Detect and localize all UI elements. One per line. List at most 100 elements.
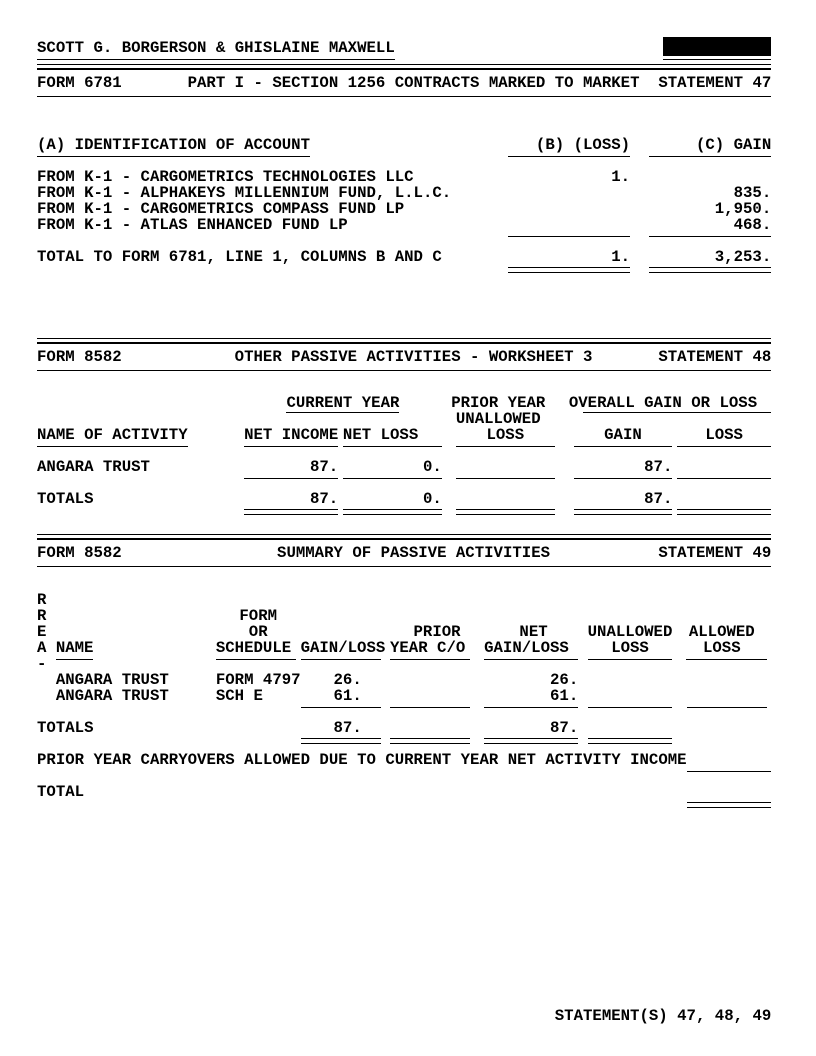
net-gainloss-total-cell: 87. [550,719,579,737]
vertical-label-r2: R [37,607,47,625]
rule-wrap [484,704,583,720]
group-overall-underline [555,411,772,427]
total-gain-cell: 3,253. [714,248,772,266]
st47-total-row: TOTAL TO FORM 6781, LINE 1, COLUMNS B AN… [37,249,771,265]
group-current-year: CURRENT YEAR [286,394,400,412]
gain-cell: 468. [733,216,772,234]
double-rule [455,509,555,515]
rule [582,412,772,413]
section-separator [37,534,772,540]
section-separator [37,338,772,344]
section-rule [37,566,772,567]
st49-totals-row: TOTALS 87. 87. [37,720,771,736]
allowed-cell [677,688,766,704]
rule [244,443,339,447]
rule [37,443,188,447]
col-header-loss: LOSS [705,426,743,444]
rule-wrap [215,656,301,672]
gainloss-total-cell: 87. [333,719,362,737]
schedule-cell: FORM 4797 [215,671,301,689]
allowed-cell [677,672,766,688]
account-cell: FROM K-1 - CARGOMETRICS COMPASS FUND LP [37,200,405,218]
rule [573,475,673,479]
st49-double-rule [37,736,771,752]
section-rule [37,370,772,371]
net-loss-cell: 0. [422,458,442,476]
loss-cell: 1. [611,168,631,186]
statement-number: STATEMENT 49 [658,544,772,562]
rule [677,443,772,447]
account-cell: FROM K-1 - CARGOMETRICS TECHNOLOGIES LLC [37,168,414,186]
net-gainloss-cell: 61. [550,687,579,705]
gain-cell [649,169,771,185]
rule-gap [37,704,301,720]
rule [455,443,555,447]
loss-cell [508,201,630,217]
total-label: TOTAL TO FORM 6781, LINE 1, COLUMNS B AN… [37,248,442,266]
rule [342,475,442,479]
redaction-box [663,37,772,56]
table-row: FROM K-1 - ATLAS ENHANCED FUND LP 468. [37,217,771,233]
section-rule [37,96,772,97]
taxpayer-name: SCOTT G. BORGERSON & GHISLAINE MAXWELL [37,40,395,60]
carryover-row: PRIOR YEAR CARRYOVERS ALLOWED DUE TO CUR… [37,752,771,768]
unallowed-cell [583,688,677,704]
col-gap [630,217,649,233]
loss-cell [508,185,630,201]
st48-header-rule [37,443,772,459]
st48-column-headers: NAME OF ACTIVITY NET INCOME NET LOSS LOS… [37,427,771,443]
grand-total-double-rule [37,800,772,816]
rule-wrap [583,736,677,752]
double-rule [244,509,339,515]
gainloss-cell: 61. [333,687,362,705]
gain-cell: 87. [644,458,673,476]
st47-double-rule [37,265,772,281]
group-gap [37,395,244,411]
rule-wrap [583,656,677,672]
loss-cell [508,217,630,233]
schedule-cell: SCH E [215,687,263,705]
rule-wrap [300,704,390,720]
rule-gap [37,233,508,249]
rule [286,412,400,413]
col-header-prior-loss: LOSS [486,426,525,444]
gainloss-cell: 26. [333,671,362,689]
gain-cell: 1,950. [714,200,772,218]
rule-wrap [55,656,216,672]
double-rule [587,738,673,744]
rule-gap [310,153,508,169]
group-gap [37,411,244,427]
rrea-cell [37,688,56,704]
statement-number: STATEMENT 48 [658,348,772,366]
col-header-net-income: NET INCOME [244,426,339,444]
prior-loss-cell [456,491,555,507]
rule-gap [37,736,301,752]
st49-header-line1: R [37,592,771,608]
account-cell: FROM K-1 - ALPHAKEYS MILLENNIUM FUND, L.… [37,184,452,202]
rule [573,443,673,447]
rule [455,475,555,479]
prior-co-cell [390,688,484,704]
rule-wrap [390,736,484,752]
vertical-label-r1: R [37,591,47,609]
rule [587,656,673,660]
rule [507,233,631,237]
double-rule [686,802,772,808]
vertical-label-dash: - [37,655,47,673]
rule-gap [188,443,244,459]
rule-wrap [484,736,583,752]
st49-header-rule: - [37,656,771,672]
rule [484,656,579,660]
rule-gap [37,265,508,281]
col-gap [630,137,649,153]
table-row: FROM K-1 - CARGOMETRICS COMPASS FUND LP … [37,201,771,217]
table-row: FROM K-1 - CARGOMETRICS TECHNOLOGIES LLC… [37,169,771,185]
grand-total-row: TOTAL [37,784,771,800]
form-label: FORM 8582 [37,348,122,366]
loss-cell [677,459,771,475]
double-rule [573,509,673,515]
st48-group-headers: CURRENT YEAR PRIOR YEAR OVERALL GAIN OR … [37,395,771,411]
col-gap [630,249,649,265]
rule-gap [37,507,244,523]
form-label: FORM 6781 [37,74,122,92]
